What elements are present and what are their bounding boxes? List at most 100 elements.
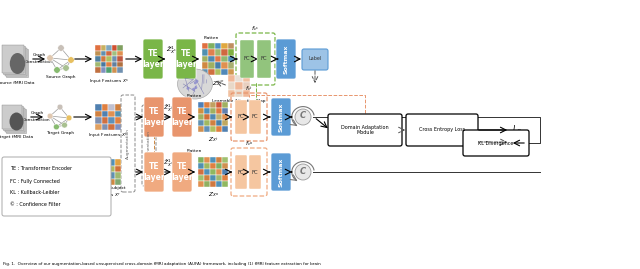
- Text: FC: FC: [237, 115, 244, 119]
- Bar: [204, 157, 210, 163]
- Bar: [198, 108, 204, 114]
- Circle shape: [47, 113, 53, 119]
- Bar: [222, 114, 228, 120]
- Bar: [112, 68, 117, 73]
- Bar: [236, 75, 243, 82]
- Bar: [221, 69, 228, 75]
- Bar: [222, 108, 228, 114]
- Bar: [100, 56, 106, 62]
- Bar: [117, 68, 123, 73]
- Circle shape: [192, 88, 195, 91]
- Bar: [202, 43, 209, 49]
- Ellipse shape: [177, 69, 212, 99]
- Text: Softmax: Softmax: [284, 44, 289, 74]
- Text: $f_{c^a}$: $f_{c^a}$: [245, 139, 253, 148]
- Bar: [95, 123, 102, 130]
- Text: Input Features $X^t$: Input Features $X^t$: [88, 132, 128, 141]
- Text: C: C: [300, 111, 306, 121]
- Bar: [209, 69, 215, 75]
- Text: Graph: Graph: [30, 111, 44, 115]
- Bar: [216, 175, 222, 181]
- Text: FC: FC: [260, 56, 268, 62]
- Bar: [112, 51, 117, 56]
- Bar: [236, 90, 243, 97]
- Bar: [198, 114, 204, 120]
- Text: TE
layer: TE layer: [143, 107, 165, 127]
- Bar: [117, 51, 123, 56]
- Bar: [210, 163, 216, 169]
- Bar: [115, 123, 121, 130]
- Bar: [215, 49, 221, 56]
- Bar: [228, 82, 236, 90]
- Text: $f_{c^s}$: $f_{c^s}$: [252, 24, 260, 33]
- FancyBboxPatch shape: [276, 39, 296, 79]
- Text: $L_A$: $L_A$: [512, 137, 522, 149]
- Bar: [215, 69, 221, 75]
- Bar: [202, 56, 209, 62]
- Bar: [204, 181, 210, 187]
- Text: Learnable Attention Map: Learnable Attention Map: [212, 99, 266, 103]
- Bar: [106, 62, 112, 68]
- Bar: [210, 181, 216, 187]
- FancyBboxPatch shape: [271, 98, 291, 136]
- FancyBboxPatch shape: [6, 49, 29, 77]
- Text: $\hat{Z}^1_{X^a}$: $\hat{Z}^1_{X^a}$: [163, 158, 173, 169]
- Text: TE
layer: TE layer: [171, 162, 193, 182]
- Text: C: C: [300, 167, 306, 175]
- Circle shape: [68, 57, 74, 63]
- Text: $Z_{X^s}$: $Z_{X^s}$: [212, 79, 223, 88]
- FancyBboxPatch shape: [172, 97, 192, 137]
- Bar: [228, 43, 234, 49]
- Bar: [115, 159, 121, 165]
- Bar: [228, 49, 234, 56]
- Text: TE : Transformer Encoder: TE : Transformer Encoder: [10, 167, 72, 172]
- Text: Target Graph: Target Graph: [46, 131, 74, 135]
- Bar: [115, 117, 121, 123]
- Bar: [215, 62, 221, 69]
- FancyBboxPatch shape: [302, 49, 328, 70]
- Bar: [108, 172, 115, 179]
- Circle shape: [54, 124, 60, 130]
- Text: Augmentation: Augmentation: [126, 128, 130, 159]
- Bar: [95, 111, 102, 117]
- Bar: [100, 68, 106, 73]
- Bar: [95, 165, 102, 172]
- Bar: [95, 56, 100, 62]
- Circle shape: [61, 122, 67, 128]
- Bar: [102, 117, 108, 123]
- FancyBboxPatch shape: [5, 108, 25, 132]
- Bar: [210, 102, 216, 108]
- Bar: [117, 56, 123, 62]
- Text: Source fMRI Data: Source fMRI Data: [0, 81, 35, 85]
- Circle shape: [195, 80, 198, 83]
- Bar: [102, 104, 108, 111]
- Bar: [228, 90, 236, 97]
- Bar: [95, 159, 102, 165]
- Bar: [210, 120, 216, 126]
- Bar: [216, 157, 222, 163]
- Bar: [102, 165, 108, 172]
- Text: Target fMRI Data: Target fMRI Data: [0, 135, 33, 139]
- Text: TE
layer: TE layer: [175, 49, 197, 69]
- Bar: [204, 120, 210, 126]
- FancyBboxPatch shape: [271, 153, 291, 191]
- Bar: [216, 126, 222, 132]
- Circle shape: [63, 65, 69, 71]
- Bar: [202, 49, 209, 56]
- FancyBboxPatch shape: [144, 97, 164, 137]
- Text: FC: FC: [237, 169, 244, 175]
- Bar: [221, 49, 228, 56]
- Bar: [221, 62, 228, 69]
- Bar: [209, 43, 215, 49]
- Bar: [95, 45, 100, 51]
- Bar: [210, 114, 216, 120]
- Bar: [228, 62, 234, 69]
- Circle shape: [295, 109, 311, 125]
- Text: Features $X^r$: Features $X^r$: [94, 191, 122, 199]
- Text: TE
layer: TE layer: [171, 107, 193, 127]
- FancyBboxPatch shape: [2, 45, 24, 73]
- Bar: [222, 163, 228, 169]
- Text: Domain Adaptation
Module: Domain Adaptation Module: [341, 125, 389, 135]
- Bar: [222, 120, 228, 126]
- Bar: [100, 51, 106, 56]
